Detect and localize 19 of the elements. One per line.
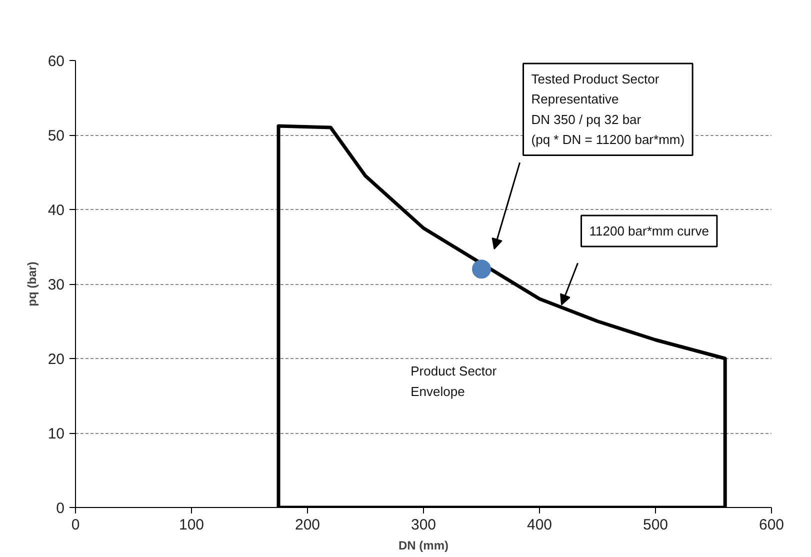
- y-tick-label: 20: [48, 351, 65, 368]
- x-tick-label: 500: [642, 516, 668, 534]
- y-tick-label: 30: [48, 276, 65, 294]
- annotation: Tested Product Sector Representative DN 350 / pq 32 bar (pq * DN = 11200 bar*mm): [531, 71, 685, 148]
- x-tick-label: 0: [71, 516, 80, 534]
- x-tick-label: 300: [410, 516, 436, 534]
- y-axis-title: pq (bar): [24, 262, 39, 306]
- y-tick-label: 50: [48, 128, 65, 144]
- x-tick-label: 400: [526, 516, 552, 534]
- annotation: 11200 bar*mm curve: [589, 223, 709, 238]
- x-tick-label: 200: [294, 516, 320, 534]
- y-tick-label: 60: [48, 53, 65, 70]
- y-tick-label: 40: [48, 202, 65, 219]
- x-tick-label: 100: [178, 516, 204, 534]
- y-tick-label: 10: [48, 426, 65, 442]
- x-axis-title: DN (mm): [398, 538, 449, 552]
- x-tick-label: 600: [758, 516, 784, 534]
- annotation: Product Sector Envelope: [410, 364, 498, 399]
- y-tick-label: 0: [56, 500, 64, 517]
